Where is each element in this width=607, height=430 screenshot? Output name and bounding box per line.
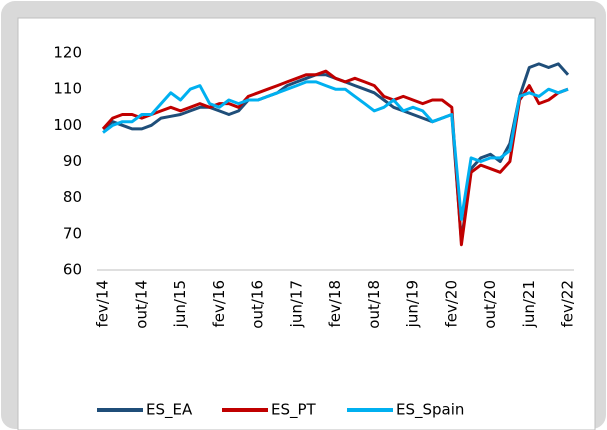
y-tick-label: 110 xyxy=(53,80,82,98)
x-tick-label: out/14 xyxy=(132,280,150,329)
y-tick-label: 70 xyxy=(63,224,82,242)
x-tick-label: fev/20 xyxy=(442,280,460,328)
x-tick-label: fev/22 xyxy=(559,280,577,328)
y-tick-label: 120 xyxy=(53,44,82,62)
legend-label: ES_Spain xyxy=(396,401,464,420)
y-tick-label: 60 xyxy=(63,261,82,279)
legend-label: ES_PT xyxy=(271,401,317,420)
x-tick-label: fev/16 xyxy=(210,280,228,328)
y-tick-label: 100 xyxy=(53,116,82,134)
x-tick-label: out/16 xyxy=(249,280,267,329)
panel xyxy=(17,17,596,430)
series-line xyxy=(102,80,569,221)
y-tick-label: 80 xyxy=(63,188,82,206)
x-tick-label: out/18 xyxy=(365,280,383,329)
x-tick-label: jun/17 xyxy=(287,280,305,328)
series-line xyxy=(101,69,569,247)
x-tick-label: fev/14 xyxy=(94,280,112,328)
y-tick-label: 90 xyxy=(63,152,82,170)
x-tick-label: jun/19 xyxy=(404,280,422,328)
x-tick-label: fev/18 xyxy=(326,280,344,328)
x-tick-label: out/20 xyxy=(481,280,499,329)
legend-label: ES_EA xyxy=(146,401,193,420)
x-tick-label: jun/21 xyxy=(520,280,538,328)
x-tick-label: jun/15 xyxy=(171,280,189,328)
